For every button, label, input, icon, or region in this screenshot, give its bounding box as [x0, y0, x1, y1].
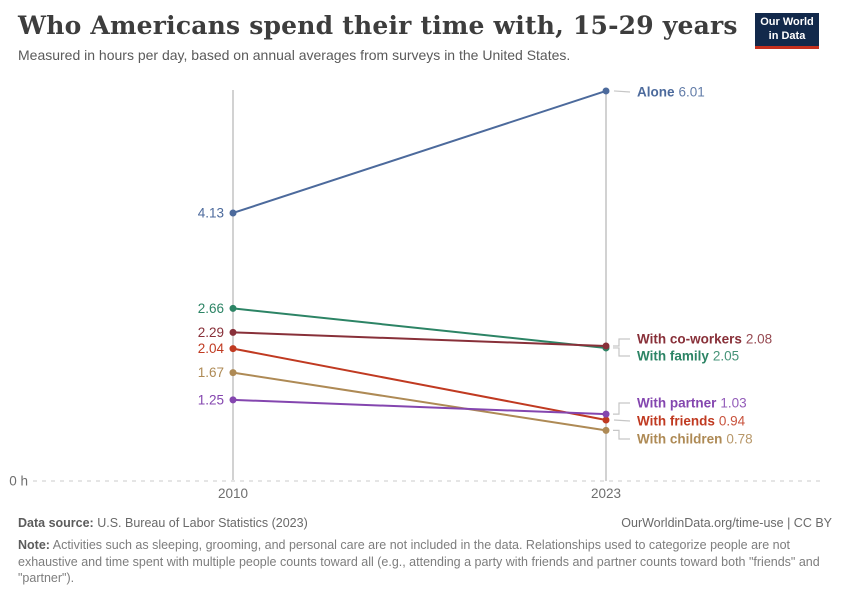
data-point-with-co-workers-2023[interactable] [602, 342, 610, 350]
y-axis-zero-label: 0 h [9, 474, 28, 489]
label-connector-alone [613, 90, 631, 93]
chart-note: Note: Activities such as sleeping, groom… [18, 537, 832, 587]
data-point-with-co-workers-2010[interactable] [229, 328, 237, 336]
slope-chart[interactable]: 0 h 2010 2023 4.13 Alone 6.01 2.66 With family 2… [0, 0, 850, 510]
series-line-with-children[interactable] [232, 371, 607, 432]
data-source-label: Data source: [18, 516, 94, 530]
license-link[interactable]: OurWorldinData.org/time-use | CC BY [621, 516, 832, 530]
data-point-with-children-2010[interactable] [229, 369, 237, 377]
x-tick-label-2023: 2023 [591, 486, 621, 501]
data-point-with-partner-2010[interactable] [229, 396, 237, 404]
series-line-with-co-workers[interactable] [232, 331, 607, 348]
label-connector-with-friends [613, 419, 631, 422]
start-value-label-with-partner: 1.25 [198, 392, 224, 407]
data-source: Data source: U.S. Bureau of Labor Statis… [18, 516, 308, 530]
label-connector-with-children [613, 429, 630, 440]
owid-logo-text: Our World in Data [760, 16, 814, 44]
owid-logo[interactable]: Our World in Data [755, 13, 819, 49]
start-value-label-alone: 4.13 [198, 205, 224, 220]
series-label-with-children[interactable]: With children 0.78 [637, 432, 753, 447]
start-value-label-with-family: 2.66 [198, 301, 224, 316]
data-source-text: U.S. Bureau of Labor Statistics (2023) [93, 516, 308, 530]
start-value-label-with-friends: 2.04 [198, 341, 225, 356]
start-value-label-with-co-workers: 2.29 [198, 325, 224, 340]
series-line-with-partner[interactable] [232, 398, 607, 416]
series-label-with-friends[interactable]: With friends 0.94 [637, 414, 746, 429]
note-label: Note: [18, 538, 50, 552]
series-line-alone[interactable] [232, 90, 607, 214]
owid-logo-line1: Our World [760, 15, 814, 28]
start-value-label-with-children: 1.67 [198, 365, 224, 380]
data-point-with-children-2023[interactable] [602, 426, 610, 434]
data-point-alone-2023[interactable] [602, 87, 610, 95]
series-label-with-partner[interactable]: With partner 1.03 [637, 396, 747, 411]
series-line-with-family[interactable] [232, 307, 607, 349]
series-line-with-friends[interactable] [232, 347, 607, 421]
data-point-with-friends-2010[interactable] [229, 345, 237, 353]
page-subtitle: Measured in hours per day, based on annu… [18, 47, 571, 64]
series-label-with-family[interactable]: With family 2.05 [637, 349, 739, 364]
note-text: Activities such as sleeping, grooming, a… [18, 538, 820, 586]
label-connector-with-partner [613, 402, 630, 415]
owid-logo-line2: in Data [768, 29, 806, 42]
chart-header: Who Americans spend their time with, 15-… [18, 10, 832, 64]
chart-footer: Data source: U.S. Bureau of Labor Statis… [18, 516, 832, 587]
label-connector-with-family [613, 347, 630, 357]
series-label-alone[interactable]: Alone 6.01 [637, 85, 705, 100]
x-tick-label-2010: 2010 [218, 486, 248, 501]
data-point-with-friends-2023[interactable] [602, 416, 610, 424]
series-label-with-co-workers[interactable]: With co-workers 2.08 [637, 332, 772, 347]
data-point-with-family-2010[interactable] [229, 304, 237, 312]
data-point-alone-2010[interactable] [229, 209, 237, 217]
label-connector-with-co-workers [613, 338, 630, 347]
data-point-with-partner-2023[interactable] [602, 410, 610, 418]
page-title: Who Americans spend their time with, 15-… [18, 11, 738, 40]
